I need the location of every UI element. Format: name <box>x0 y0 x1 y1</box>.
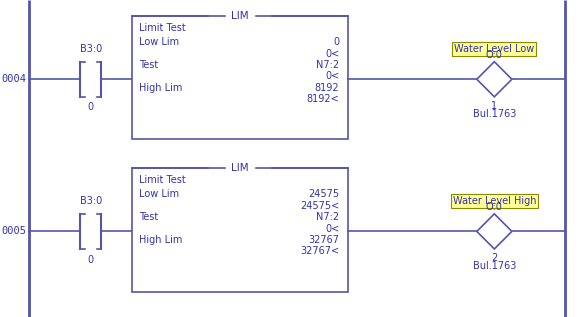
Text: 0<: 0< <box>325 71 339 81</box>
FancyBboxPatch shape <box>132 168 348 292</box>
Text: 24575: 24575 <box>308 189 339 199</box>
Text: High Lim: High Lim <box>139 83 182 93</box>
FancyBboxPatch shape <box>132 16 348 139</box>
Text: Limit Test: Limit Test <box>139 23 185 33</box>
Text: Bul.1763: Bul.1763 <box>473 261 516 271</box>
Text: O:0: O:0 <box>486 50 503 60</box>
Text: Test: Test <box>139 60 158 70</box>
Text: 0004: 0004 <box>1 74 26 84</box>
Text: 0<: 0< <box>325 49 339 59</box>
Polygon shape <box>477 214 512 249</box>
Text: O:0: O:0 <box>486 202 503 212</box>
Text: 0: 0 <box>88 255 94 265</box>
Text: LIM: LIM <box>231 163 249 173</box>
Text: 0005: 0005 <box>1 226 26 236</box>
Text: LIM: LIM <box>231 11 249 21</box>
Text: 32767<: 32767< <box>300 246 339 256</box>
Text: N7:2: N7:2 <box>316 60 339 70</box>
Text: 8192: 8192 <box>315 83 339 93</box>
Text: High Lim: High Lim <box>139 235 182 245</box>
Text: 8192<: 8192< <box>307 94 339 104</box>
Text: 32767: 32767 <box>308 235 339 245</box>
Text: 0<: 0< <box>325 223 339 234</box>
Text: B3:0: B3:0 <box>80 44 102 54</box>
Text: 0: 0 <box>333 37 339 47</box>
Text: Low Lim: Low Lim <box>139 189 179 199</box>
Text: Water Level Low: Water Level Low <box>454 44 535 54</box>
Text: Bul.1763: Bul.1763 <box>473 109 516 119</box>
Text: Water Level High: Water Level High <box>453 196 536 206</box>
Text: B3:0: B3:0 <box>80 196 102 206</box>
Text: N7:2: N7:2 <box>316 212 339 222</box>
Text: 2: 2 <box>491 253 497 263</box>
Text: Test: Test <box>139 212 158 222</box>
Polygon shape <box>477 62 512 97</box>
Text: Low Lim: Low Lim <box>139 37 179 47</box>
Text: Limit Test: Limit Test <box>139 175 185 185</box>
Text: 0: 0 <box>88 102 94 113</box>
Text: 24575<: 24575< <box>300 201 339 211</box>
Text: 1: 1 <box>491 100 497 111</box>
